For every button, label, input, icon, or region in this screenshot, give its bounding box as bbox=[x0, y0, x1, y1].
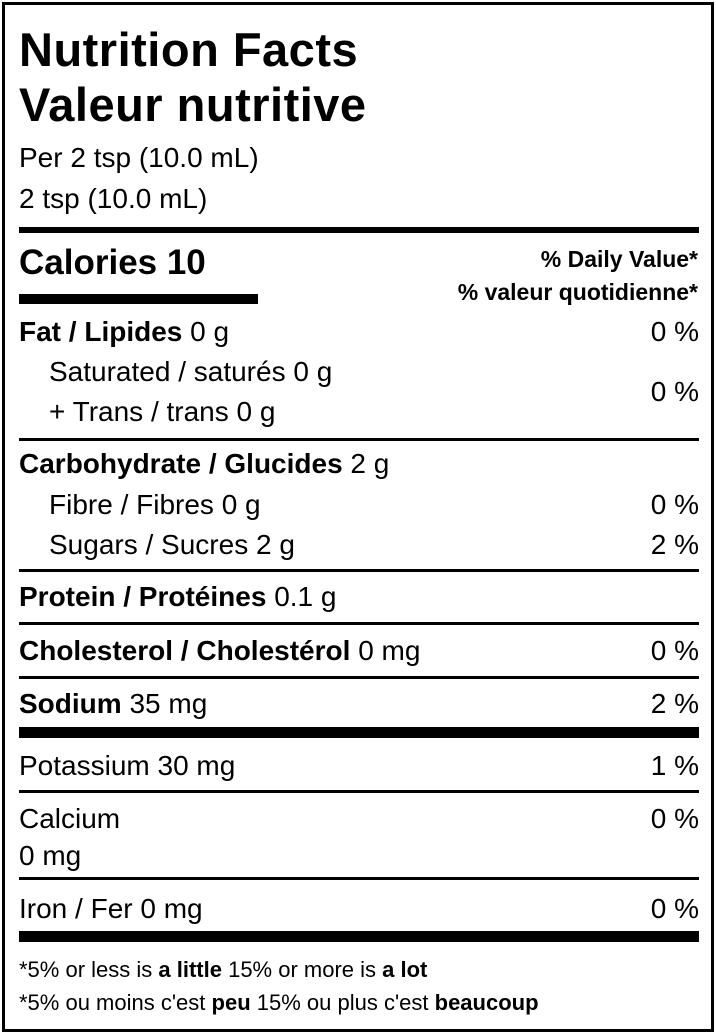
nutrient-row-cholesterol: Cholesterol / Cholestérol 0 mg 0 % bbox=[19, 635, 699, 667]
nutrient-dv: 1 % bbox=[650, 750, 699, 781]
nutrient-name: + Trans / trans 0 g bbox=[49, 396, 276, 427]
nutrient-name: Fibre / Fibres 0 g bbox=[49, 489, 261, 520]
calories: Calories 10 bbox=[19, 243, 206, 282]
nutrient-row-saturated: Saturated / saturés 0 g bbox=[19, 356, 699, 388]
divider bbox=[19, 438, 699, 441]
footnote-emphasis: a lot bbox=[382, 957, 428, 982]
title-en: Nutrition Facts bbox=[19, 23, 359, 76]
nutrient-dv: 0 % bbox=[650, 316, 699, 347]
footnote-fr: *5% ou moins c'est peu 15% ou plus c'est… bbox=[19, 990, 539, 1016]
nutrient-dv: 0 % bbox=[650, 893, 699, 924]
divider-thick bbox=[19, 727, 699, 738]
nutrient-row-carbohydrate: Carbohydrate / Glucides 2 g bbox=[19, 448, 699, 480]
nutrient-dv: 2 % bbox=[650, 688, 699, 719]
nutrient-name: Sugars / Sucres 2 g bbox=[49, 529, 295, 560]
serving-size-1: Per 2 tsp (10.0 mL) bbox=[19, 142, 259, 173]
footnote-en: *5% or less is a little 15% or more is a… bbox=[19, 957, 427, 983]
daily-value-fr: % valeur quotidienne* bbox=[457, 279, 698, 305]
nutrient-row-iron: Iron / Fer 0 mg 0 % bbox=[19, 893, 699, 925]
calories-bar bbox=[19, 294, 258, 304]
nutrient-name: Protein / Protéines bbox=[19, 581, 267, 612]
serving-size-2: 2 tsp (10.0 mL) bbox=[19, 183, 208, 214]
nutrient-row-sodium: Sodium 35 mg 2 % bbox=[19, 688, 699, 720]
nutrient-name: Iron / Fer 0 mg bbox=[19, 893, 203, 924]
nutrient-name: Carbohydrate / Glucides bbox=[19, 448, 343, 479]
footnote-emphasis: a little bbox=[158, 957, 222, 982]
nutrient-amount: 2 g bbox=[350, 448, 390, 479]
nutrient-dv: 0 % bbox=[650, 376, 699, 407]
nutrient-name: Potassium 30 mg bbox=[19, 750, 236, 781]
nutrient-dv: 0 % bbox=[650, 635, 699, 666]
footnote-text: 15% ou plus c'est bbox=[250, 990, 435, 1015]
nutrient-row-trans: + Trans / trans 0 g 0 % bbox=[19, 376, 699, 428]
nutrient-name: Fat / Lipides bbox=[19, 316, 183, 347]
divider-thick bbox=[19, 931, 699, 942]
daily-value-en: % Daily Value* bbox=[540, 246, 698, 272]
nutrient-amount: 0 mg bbox=[19, 840, 82, 871]
title-fr: Valeur nutritive bbox=[19, 78, 367, 131]
divider bbox=[19, 676, 699, 679]
nutrient-amount: 35 mg bbox=[129, 688, 208, 719]
nutrient-row-sugars: Sugars / Sucres 2 g 2 % bbox=[19, 529, 699, 561]
divider bbox=[19, 790, 699, 793]
divider bbox=[19, 622, 699, 625]
footnote-text: *5% ou moins c'est bbox=[19, 990, 212, 1015]
nutrient-row-potassium: Potassium 30 mg 1 % bbox=[19, 750, 699, 782]
nutrient-row-calcium-amount: 0 mg bbox=[19, 840, 699, 872]
footnote-emphasis: peu bbox=[211, 990, 251, 1015]
divider bbox=[19, 877, 699, 880]
divider bbox=[19, 569, 699, 572]
nutrient-name: Cholesterol / Cholestérol bbox=[19, 635, 351, 666]
nutrient-row-protein: Protein / Protéines 0.1 g bbox=[19, 581, 699, 613]
footnote-text: *5% or less is bbox=[19, 957, 159, 982]
nutrient-row-fat: Fat / Lipides 0 g 0 % bbox=[19, 316, 699, 348]
nutrient-dv: 0 % bbox=[650, 489, 699, 520]
nutrient-dv: 0 % bbox=[650, 803, 699, 834]
nutrient-amount: 0 mg bbox=[358, 635, 421, 666]
nutrient-name: Saturated / saturés 0 g bbox=[49, 356, 333, 387]
nutrient-row-fibre: Fibre / Fibres 0 g 0 % bbox=[19, 489, 699, 521]
nutrient-amount: 0 g bbox=[190, 316, 230, 347]
nutrient-dv: 2 % bbox=[650, 529, 699, 560]
nutrient-row-calcium: Calcium 0 % bbox=[19, 803, 699, 835]
footnote-emphasis: beaucoup bbox=[434, 990, 539, 1015]
footnote-text: 15% or more is bbox=[221, 957, 383, 982]
nutrient-name: Sodium bbox=[19, 688, 122, 719]
nutrient-amount: 0.1 g bbox=[274, 581, 337, 612]
nutrient-name: Calcium bbox=[19, 803, 121, 834]
divider-thick bbox=[19, 227, 699, 233]
